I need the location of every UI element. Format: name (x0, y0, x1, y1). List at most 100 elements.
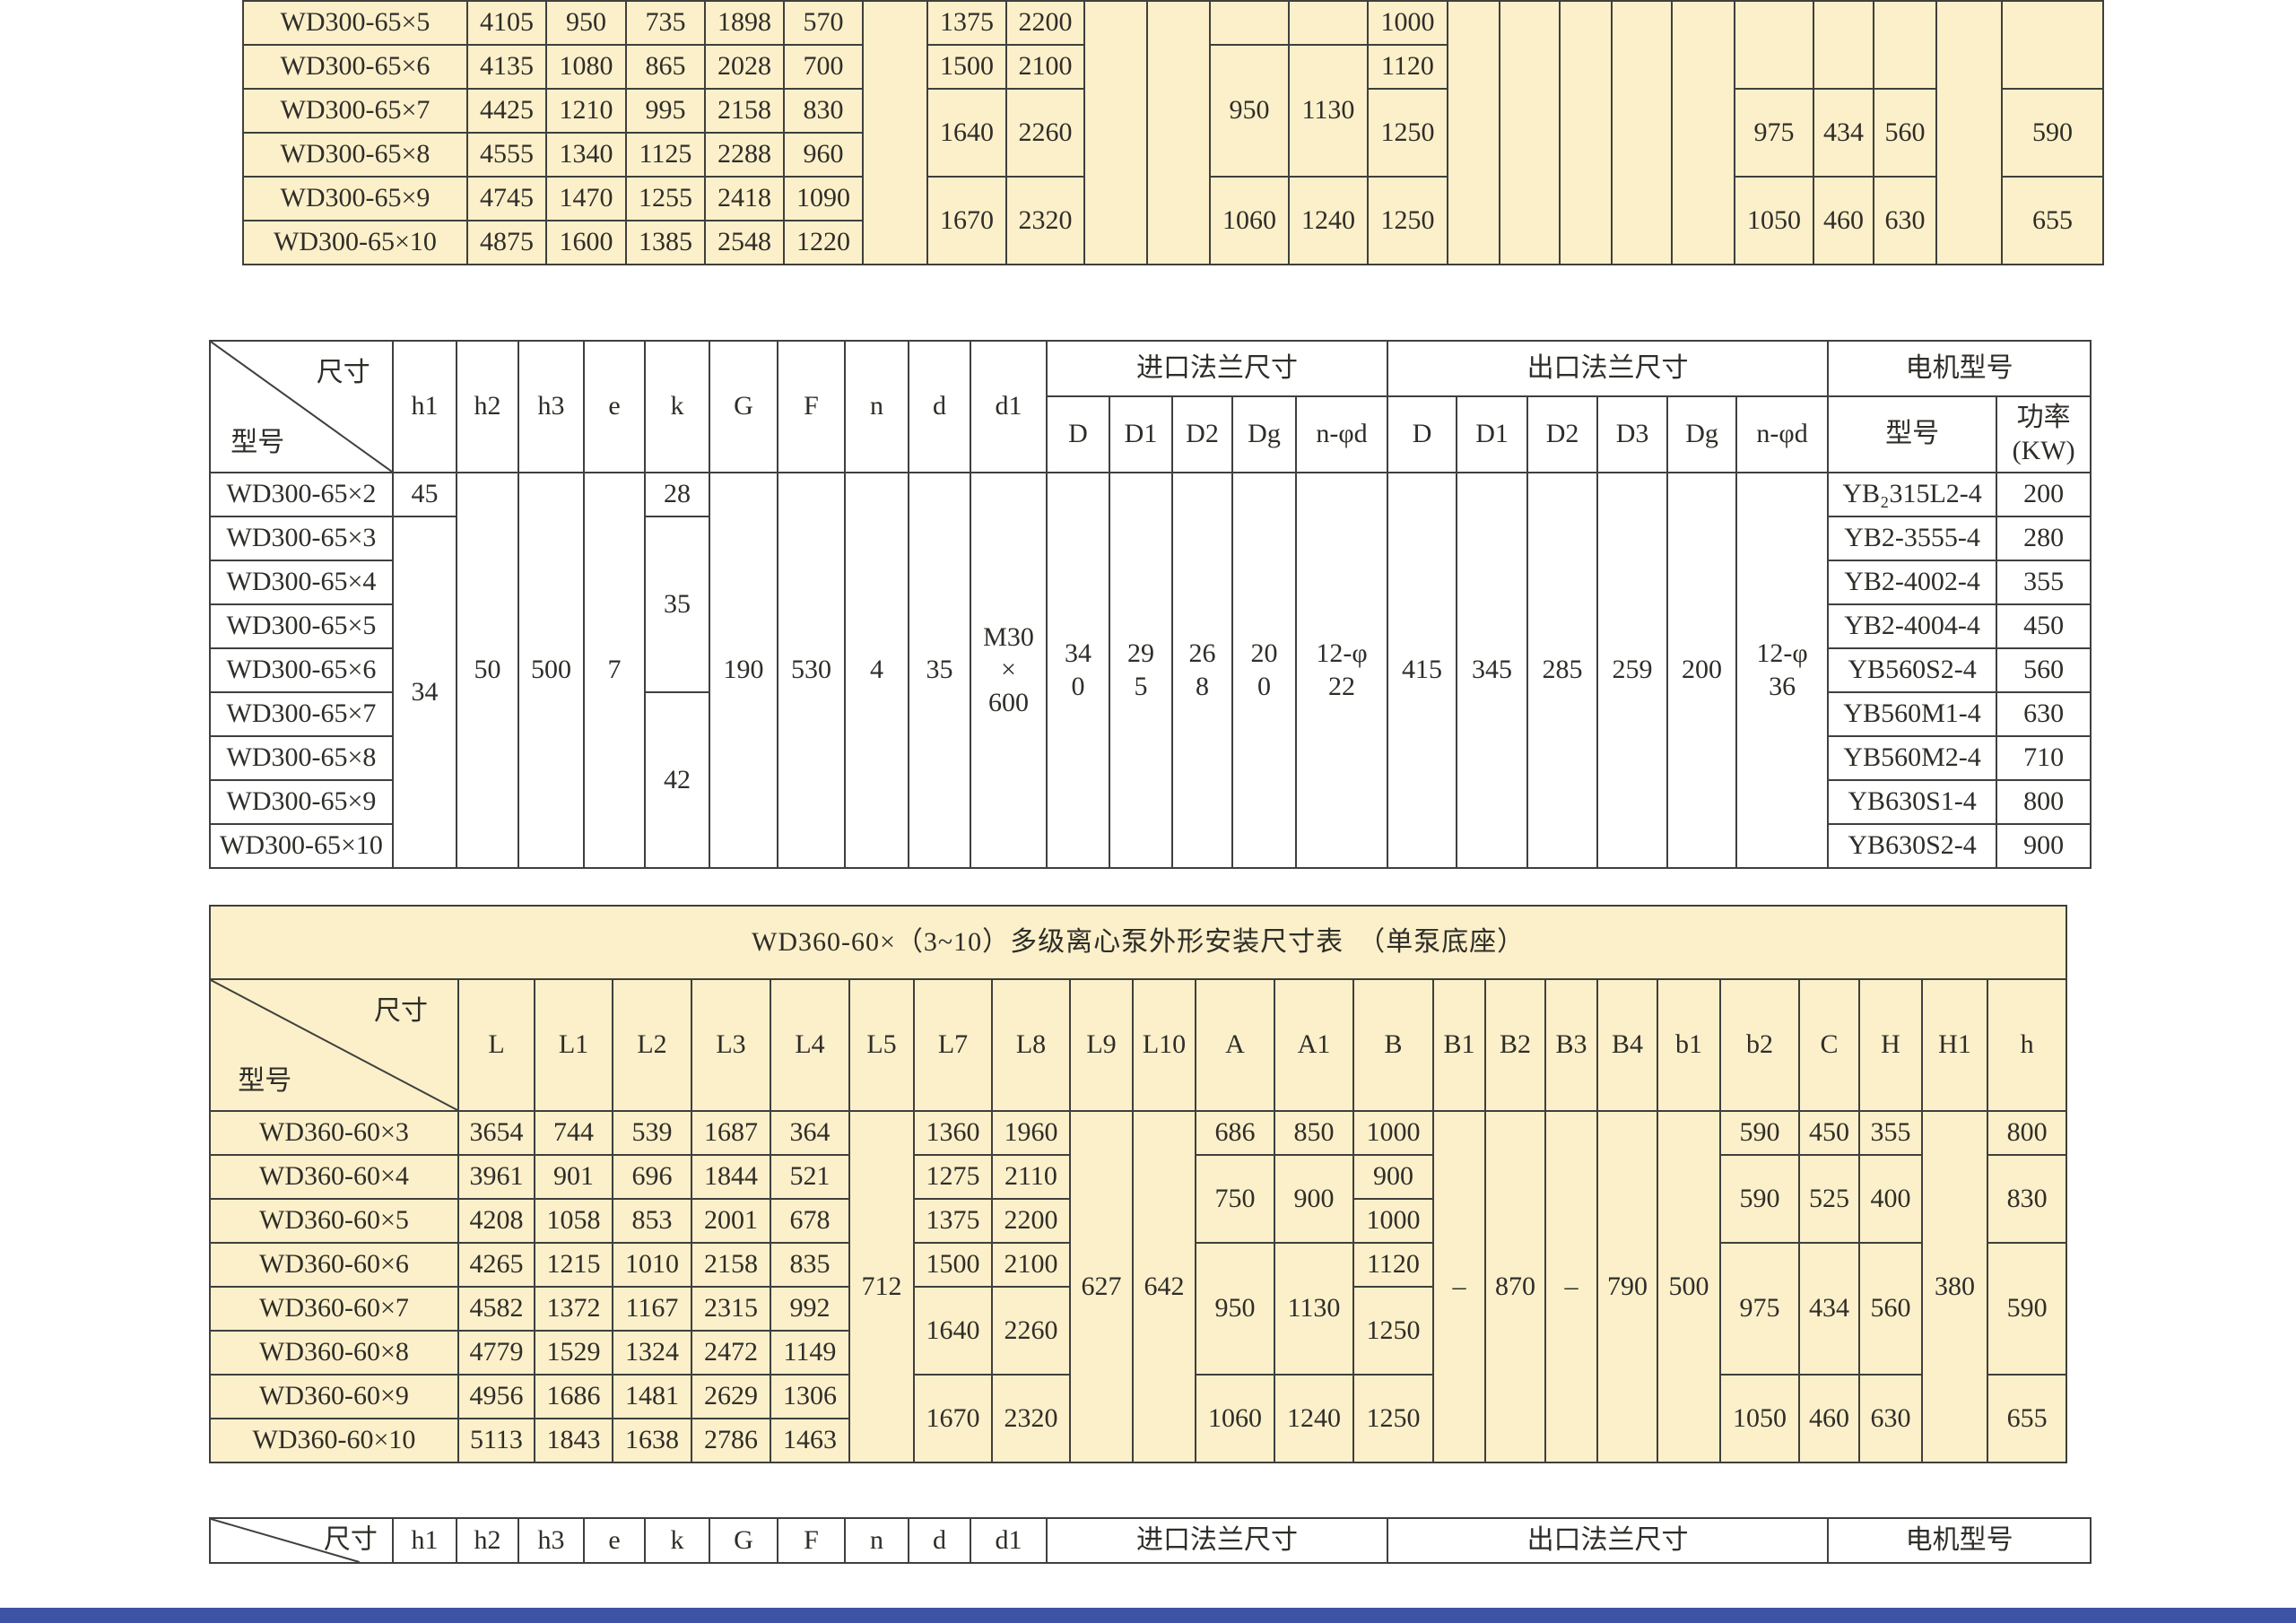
cell: 460 (1798, 1374, 1860, 1463)
cell: 1250 (1367, 176, 1448, 265)
cell: 1058 (534, 1198, 613, 1244)
column-header-cell: Dg (1231, 395, 1297, 473)
cell: 1060 (1195, 1374, 1275, 1463)
cell: 28 (644, 472, 710, 517)
column-header-cell: L8 (991, 978, 1071, 1112)
cell: 1529 (534, 1330, 613, 1376)
cell: 1463 (770, 1418, 850, 1463)
cell: 2100 (991, 1242, 1071, 1288)
cell: YB560S2-4 (1827, 647, 1998, 693)
column-header-cell: B3 (1544, 978, 1598, 1112)
cell: 1638 (612, 1418, 692, 1463)
cell: 380 (1921, 1110, 1988, 1463)
model-name-cell: WD360-60×3 (209, 1110, 459, 1156)
cell: 570 (783, 0, 864, 46)
cell: 2158 (691, 1242, 771, 1288)
column-header-cell: k (644, 1517, 710, 1564)
column-header-cell: D3 (1596, 395, 1669, 473)
cell: – (1544, 1110, 1598, 1463)
cell: 460 (1813, 176, 1874, 265)
cell: 950 (545, 0, 627, 46)
cell: YB2-4004-4 (1827, 603, 1998, 649)
dimension-model-corner-cell: 尺寸型号 (209, 978, 459, 1112)
cell: 835 (770, 1242, 850, 1288)
cell: 870 (1484, 1110, 1546, 1463)
cell: 2110 (991, 1154, 1071, 1200)
cell: 2028 (704, 44, 785, 90)
cell: 1340 (545, 132, 627, 178)
cell: 5113 (457, 1418, 535, 1463)
cell: 2548 (704, 220, 785, 265)
cell: 1090 (783, 176, 864, 221)
cell: 1372 (534, 1286, 613, 1332)
cell: 450 (1798, 1110, 1860, 1156)
cell: 1120 (1352, 1242, 1434, 1288)
cell: 1306 (770, 1374, 850, 1419)
cell: 696 (612, 1154, 692, 1200)
cell: 1010 (612, 1242, 692, 1288)
cell: 900 (1996, 823, 2092, 869)
cell: 190 (709, 472, 778, 869)
cell: 1275 (913, 1154, 993, 1200)
cell: 678 (770, 1198, 850, 1244)
model-name-cell: WD300-65×8 (209, 735, 394, 781)
cell: 642 (1132, 1110, 1196, 1463)
cell: 2260 (1005, 88, 1085, 178)
model-name-cell: WD360-60×5 (209, 1198, 459, 1244)
cell: 560 (1873, 88, 1937, 178)
corner-label-model: 型号 (238, 1066, 292, 1097)
column-header-cell: L9 (1069, 978, 1134, 1112)
column-header-cell: L7 (913, 978, 993, 1112)
cell: 1686 (534, 1374, 613, 1419)
cell: 735 (625, 0, 706, 46)
model-name-cell: WD360-60×6 (209, 1242, 459, 1288)
cell: 355 (1996, 560, 2092, 605)
cell: 1843 (534, 1418, 613, 1463)
cell: YB560M1-4 (1827, 691, 1998, 737)
cell: YB630S2-4 (1827, 823, 1998, 869)
cell: 35 (644, 516, 710, 693)
column-header-cell: 出口法兰尺寸 (1387, 340, 1830, 397)
corner-label-dimension: 尺寸 (374, 996, 428, 1027)
column-header-cell: h3 (517, 1517, 585, 1564)
cell: 1375 (926, 0, 1007, 46)
cell: 865 (625, 44, 706, 90)
cell: 686 (1195, 1110, 1275, 1156)
cell: 2472 (691, 1330, 771, 1376)
column-header-cell: 电机型号 (1827, 340, 2092, 397)
cell: 1060 (1209, 176, 1290, 265)
cell: 2320 (991, 1374, 1071, 1463)
corner-label-dimension: 尺寸 (323, 1524, 378, 1555)
cell: 960 (783, 132, 864, 178)
column-header-cell: F (777, 340, 846, 473)
cell: 4875 (466, 220, 547, 265)
cell: 355 (1858, 1110, 1923, 1156)
cell: 590 (2001, 88, 2104, 178)
cell: 1250 (1367, 88, 1448, 178)
cell: 2288 (704, 132, 785, 178)
cell: 560 (1996, 647, 2092, 693)
table-title: WD360-60×（3~10）多级离心泵外形安装尺寸表 （单泵底座） (208, 905, 2068, 980)
cell: 4265 (457, 1242, 535, 1288)
column-header-cell: B2 (1484, 978, 1546, 1112)
column-header-cell: L2 (612, 978, 692, 1112)
cell: 400 (1858, 1154, 1923, 1244)
cell: 1360 (913, 1110, 993, 1156)
column-header-cell: A1 (1274, 978, 1354, 1112)
cell: 1687 (691, 1110, 771, 1156)
corner-label-model: 型号 (230, 428, 285, 458)
cell: 1050 (1719, 1374, 1800, 1463)
cell: 4425 (466, 88, 547, 134)
cell: 975 (1734, 88, 1814, 178)
cell: 590 (1986, 1242, 2068, 1376)
cell: 2001 (691, 1198, 771, 1244)
model-name-cell: WD300-65×10 (242, 220, 468, 265)
cell: 285 (1526, 472, 1599, 869)
model-name-cell: WD360-60×7 (209, 1286, 459, 1332)
cell: YB2-4002-4 (1827, 560, 1998, 605)
cell: YB560M2-4 (1827, 735, 1998, 781)
cell (1559, 0, 1613, 265)
column-header-cell: h3 (517, 340, 585, 473)
